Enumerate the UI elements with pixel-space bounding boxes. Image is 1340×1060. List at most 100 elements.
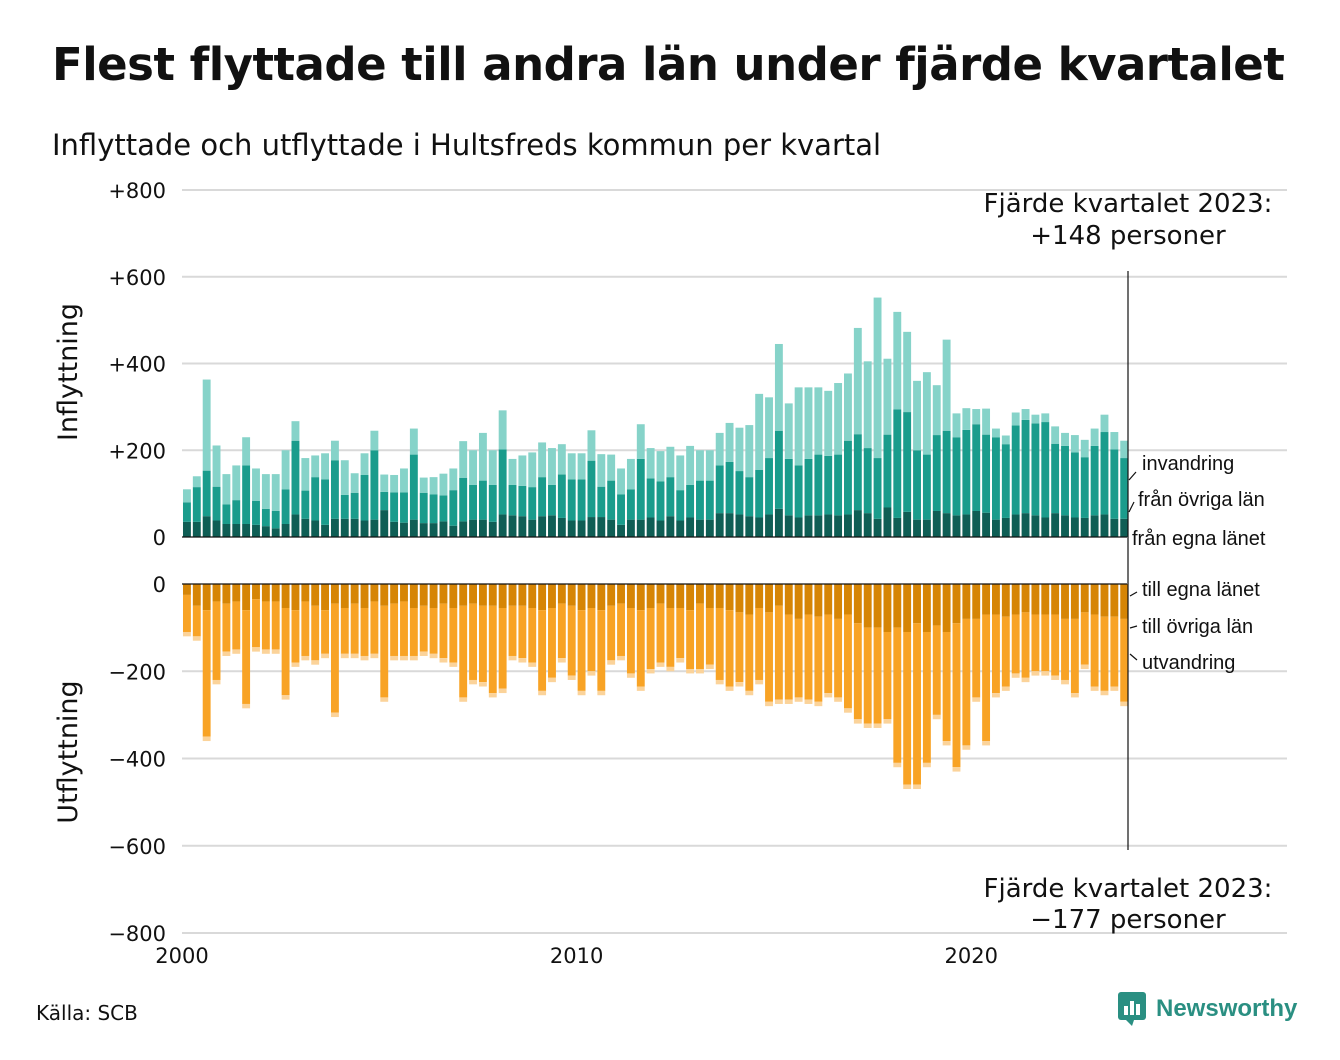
bar-out-out_own <box>636 584 645 611</box>
bar-out-out_other <box>696 603 704 670</box>
bar-in-in_immigration <box>863 361 872 449</box>
bar-out-out_own <box>992 584 1000 615</box>
bar-out-out_emigration <box>459 697 468 702</box>
annotation-bottom: Fjärde kvartalet 2023: −177 personer <box>984 874 1273 935</box>
bar-out-out_other <box>893 627 902 763</box>
bar-in-in_own <box>242 523 251 537</box>
bar-out-out_own <box>301 584 310 602</box>
bar-out-out_other <box>587 607 596 672</box>
bar-out-out_own <box>232 584 241 602</box>
bar-in-in_own <box>291 514 300 537</box>
bar-in-in_immigration <box>725 422 734 462</box>
bar-in-in_other <box>982 434 991 513</box>
x-tick-label: 2020 <box>945 944 998 968</box>
bar-out-out_own <box>844 584 852 615</box>
bar-out-out_other <box>488 605 497 694</box>
bar-in-in_other <box>1070 452 1079 518</box>
bar-in-in_other <box>360 474 369 521</box>
bar-out-out_own <box>913 584 921 624</box>
bar-in-in_other <box>242 465 251 524</box>
bar-in-in_other <box>863 448 872 514</box>
x-tick-label: 2010 <box>550 944 603 968</box>
bar-in-in_other <box>370 450 379 520</box>
bar-in-in_own <box>192 521 201 537</box>
bar-out-out_own <box>261 584 270 602</box>
bar-out-out_emigration <box>715 679 724 685</box>
bar-in-in_immigration <box>962 408 971 430</box>
bar-out-out_own <box>705 584 714 608</box>
bar-out-out_own <box>952 584 961 624</box>
bar-in-in_immigration <box>804 387 813 459</box>
bar-in-in_other <box>626 489 635 520</box>
bar-in-in_other <box>429 494 438 524</box>
bar-out-out_own <box>1110 584 1119 617</box>
bar-in-in_other <box>577 479 586 521</box>
bar-out-out_own <box>804 584 813 615</box>
bar-in-in_other <box>814 454 823 516</box>
bar-out-out_other <box>765 612 773 702</box>
bar-out-out_own <box>656 584 665 604</box>
bar-out-out_own <box>942 584 951 632</box>
bar-out-out_emigration <box>1011 673 1020 678</box>
bar-out-out_other <box>261 601 270 650</box>
bar-in-in_immigration <box>271 474 280 511</box>
bar-in-in_other <box>932 435 941 511</box>
bar-in-in_own <box>1120 518 1129 537</box>
bar-in-in_immigration <box>1011 412 1020 426</box>
bar-out-out_emigration <box>370 653 379 659</box>
bar-out-out_own <box>676 584 685 608</box>
bar-out-out_other <box>972 618 981 698</box>
bar-out-out_own <box>469 584 477 604</box>
bar-in-in_own <box>538 516 547 537</box>
bar-in-in_immigration <box>922 372 931 455</box>
bar-in-in_other <box>390 492 399 522</box>
bar-out-out_own <box>577 584 586 611</box>
bar-in-in_other <box>765 458 773 515</box>
bar-out-out_own <box>281 584 290 608</box>
bar-in-in_other <box>686 484 695 518</box>
gridlines <box>182 189 1287 934</box>
bar-in-in_own <box>1110 518 1119 537</box>
bar-out-out_own <box>400 584 408 602</box>
bar-in-in_own <box>360 520 369 537</box>
bar-in-in_other <box>400 492 408 523</box>
bar-in-in_immigration <box>340 460 349 495</box>
bar-out-out_emigration <box>252 647 260 652</box>
bar-out-out_other <box>1021 612 1030 678</box>
bar-out-out_emigration <box>528 662 537 667</box>
bar-in-in_other <box>853 434 862 511</box>
x-tick-label: 2000 <box>155 944 208 968</box>
bar-in-in_immigration <box>903 331 912 413</box>
bar-in-in_own <box>567 520 576 537</box>
bar-out-out_own <box>893 584 902 628</box>
bar-in-in_immigration <box>932 385 941 436</box>
bar-in-in_other <box>745 477 754 517</box>
bar-in-in_other <box>380 491 389 511</box>
bar-out-out_emigration <box>942 741 951 746</box>
bar-out-out_emigration <box>380 697 389 702</box>
bar-out-out_own <box>192 584 201 606</box>
bar-out-out_emigration <box>686 669 695 674</box>
bar-out-out_other <box>1001 616 1010 687</box>
bar-out-out_other <box>774 605 783 700</box>
bar-in-in_own <box>518 516 527 537</box>
bar-out-out_own <box>972 584 981 619</box>
bar-in-in_own <box>1021 513 1030 537</box>
bar-in-in_immigration <box>942 339 951 431</box>
bar-in-in_own <box>804 515 813 537</box>
bar-out-out_emigration <box>350 653 359 659</box>
bar-in-in_other <box>607 480 616 520</box>
bar-in-in_other <box>784 458 793 516</box>
bar-out-out_own <box>538 584 547 611</box>
label-till-ovriga-lan: till övriga län <box>1142 616 1253 638</box>
bar-in-in_immigration <box>449 468 458 491</box>
bar-in-in_other <box>597 486 606 518</box>
bar-out-out_other <box>814 616 823 702</box>
bar-out-out_other <box>390 603 399 656</box>
bar-in-in_own <box>844 514 852 537</box>
bar-in-in_other <box>1041 422 1050 518</box>
bar-out-out_own <box>360 584 369 608</box>
bar-in-in_own <box>824 514 833 537</box>
bar-out-out_emigration <box>518 658 527 663</box>
bar-out-out_other <box>252 599 260 648</box>
